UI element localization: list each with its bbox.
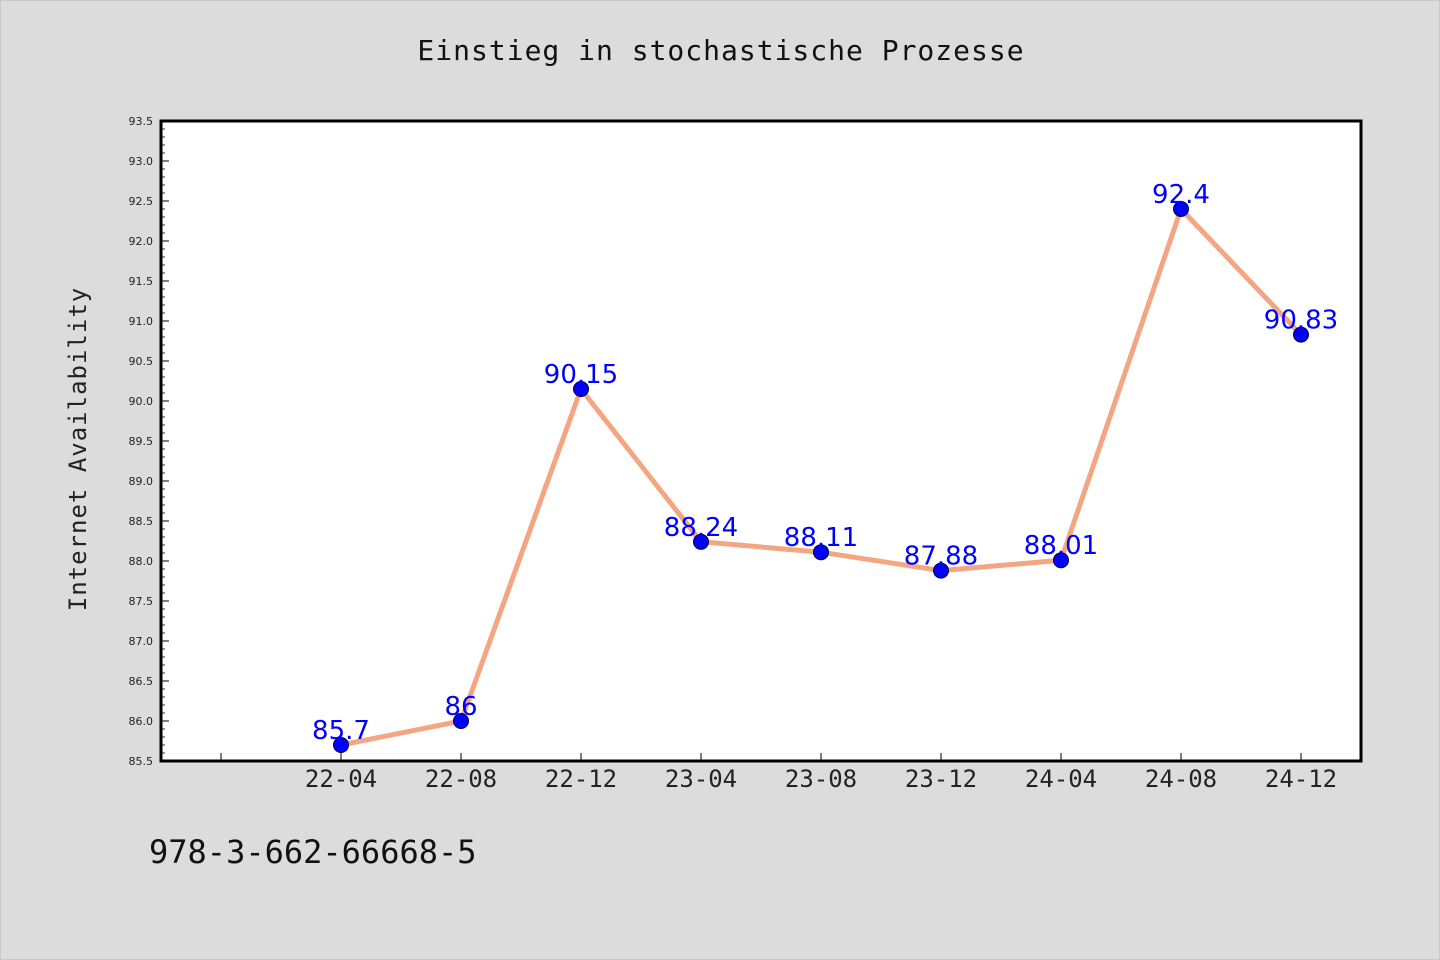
data-point-marker <box>813 544 829 561</box>
plot-area <box>159 119 1363 763</box>
x-tick-label: 24-04 <box>1025 765 1097 793</box>
x-tick-label: 24-08 <box>1145 765 1217 793</box>
data-label: 90.15 <box>544 360 618 390</box>
x-tick-label: 23-04 <box>665 765 737 793</box>
isbn-label: 978-3-662-66668-5 <box>149 833 477 871</box>
data-point-marker <box>453 713 469 729</box>
data-point-marker <box>1173 201 1189 217</box>
chart-title: Einstieg in stochastische Prozesse <box>417 34 1025 67</box>
y-tick-label: 92.5 <box>129 195 154 208</box>
y-tick-label: 87.0 <box>129 635 154 648</box>
data-label: 92.4 <box>1152 180 1210 210</box>
data-label: 87.88 <box>904 542 978 572</box>
y-tick-label: 90.5 <box>129 355 154 368</box>
y-tick-label: 87.5 <box>129 595 154 608</box>
y-tick-label: 88.0 <box>129 555 154 568</box>
data-point-marker <box>933 562 949 579</box>
y-tick-label: 91.5 <box>129 275 154 288</box>
data-point-marker <box>1053 552 1069 569</box>
x-tick-label: 23-12 <box>905 765 977 793</box>
data-label: 88.24 <box>664 513 738 543</box>
x-tick-label: 22-12 <box>545 765 617 793</box>
data-point-marker <box>1293 326 1309 343</box>
y-tick-label: 93.0 <box>129 155 154 168</box>
x-axis: 22-04 22-08 22-12 23-04 23-08 23-12 24-04 24-08… <box>220 753 1337 793</box>
y-tick-label: 85.5 <box>129 755 154 768</box>
x-tick-label: 23-08 <box>785 765 857 793</box>
data-label: 88.01 <box>1024 531 1098 561</box>
data-label: 86 <box>444 692 477 722</box>
y-axis-label: Internet Availability <box>64 287 92 611</box>
y-tick-label: 93.5 <box>129 115 154 128</box>
x-tick-label: 24-12 <box>1265 765 1337 793</box>
y-tick-label: 90.0 <box>129 395 154 408</box>
data-label: 88.11 <box>784 523 858 553</box>
x-tick-label: 22-08 <box>425 765 497 793</box>
y-tick-label: 91.0 <box>129 315 154 328</box>
y-tick-label: 86.5 <box>129 675 154 688</box>
x-tick-label: 22-04 <box>305 765 377 793</box>
y-tick-label: 89.0 <box>129 475 154 488</box>
data-point-marker <box>693 533 709 550</box>
data-label: 90.83 <box>1264 306 1338 336</box>
y-tick-label: 88.5 <box>129 515 154 528</box>
y-tick-label: 89.5 <box>129 435 154 448</box>
data-point-marker <box>573 381 589 397</box>
data-point-marker <box>333 737 349 753</box>
y-axis: 85.5 86.0 86.5 87.0 87.5 88.0 88.5 89.0 89.5 90.0… <box>129 115 169 768</box>
data-label: 85.7 <box>312 716 370 746</box>
series-line-group: 85.7 86 90.15 88.24 88.11 87.88 88.01 92.4 90.83 <box>312 180 1338 753</box>
y-tick-label: 92.0 <box>129 235 154 248</box>
y-tick-label: 86.0 <box>129 715 154 728</box>
